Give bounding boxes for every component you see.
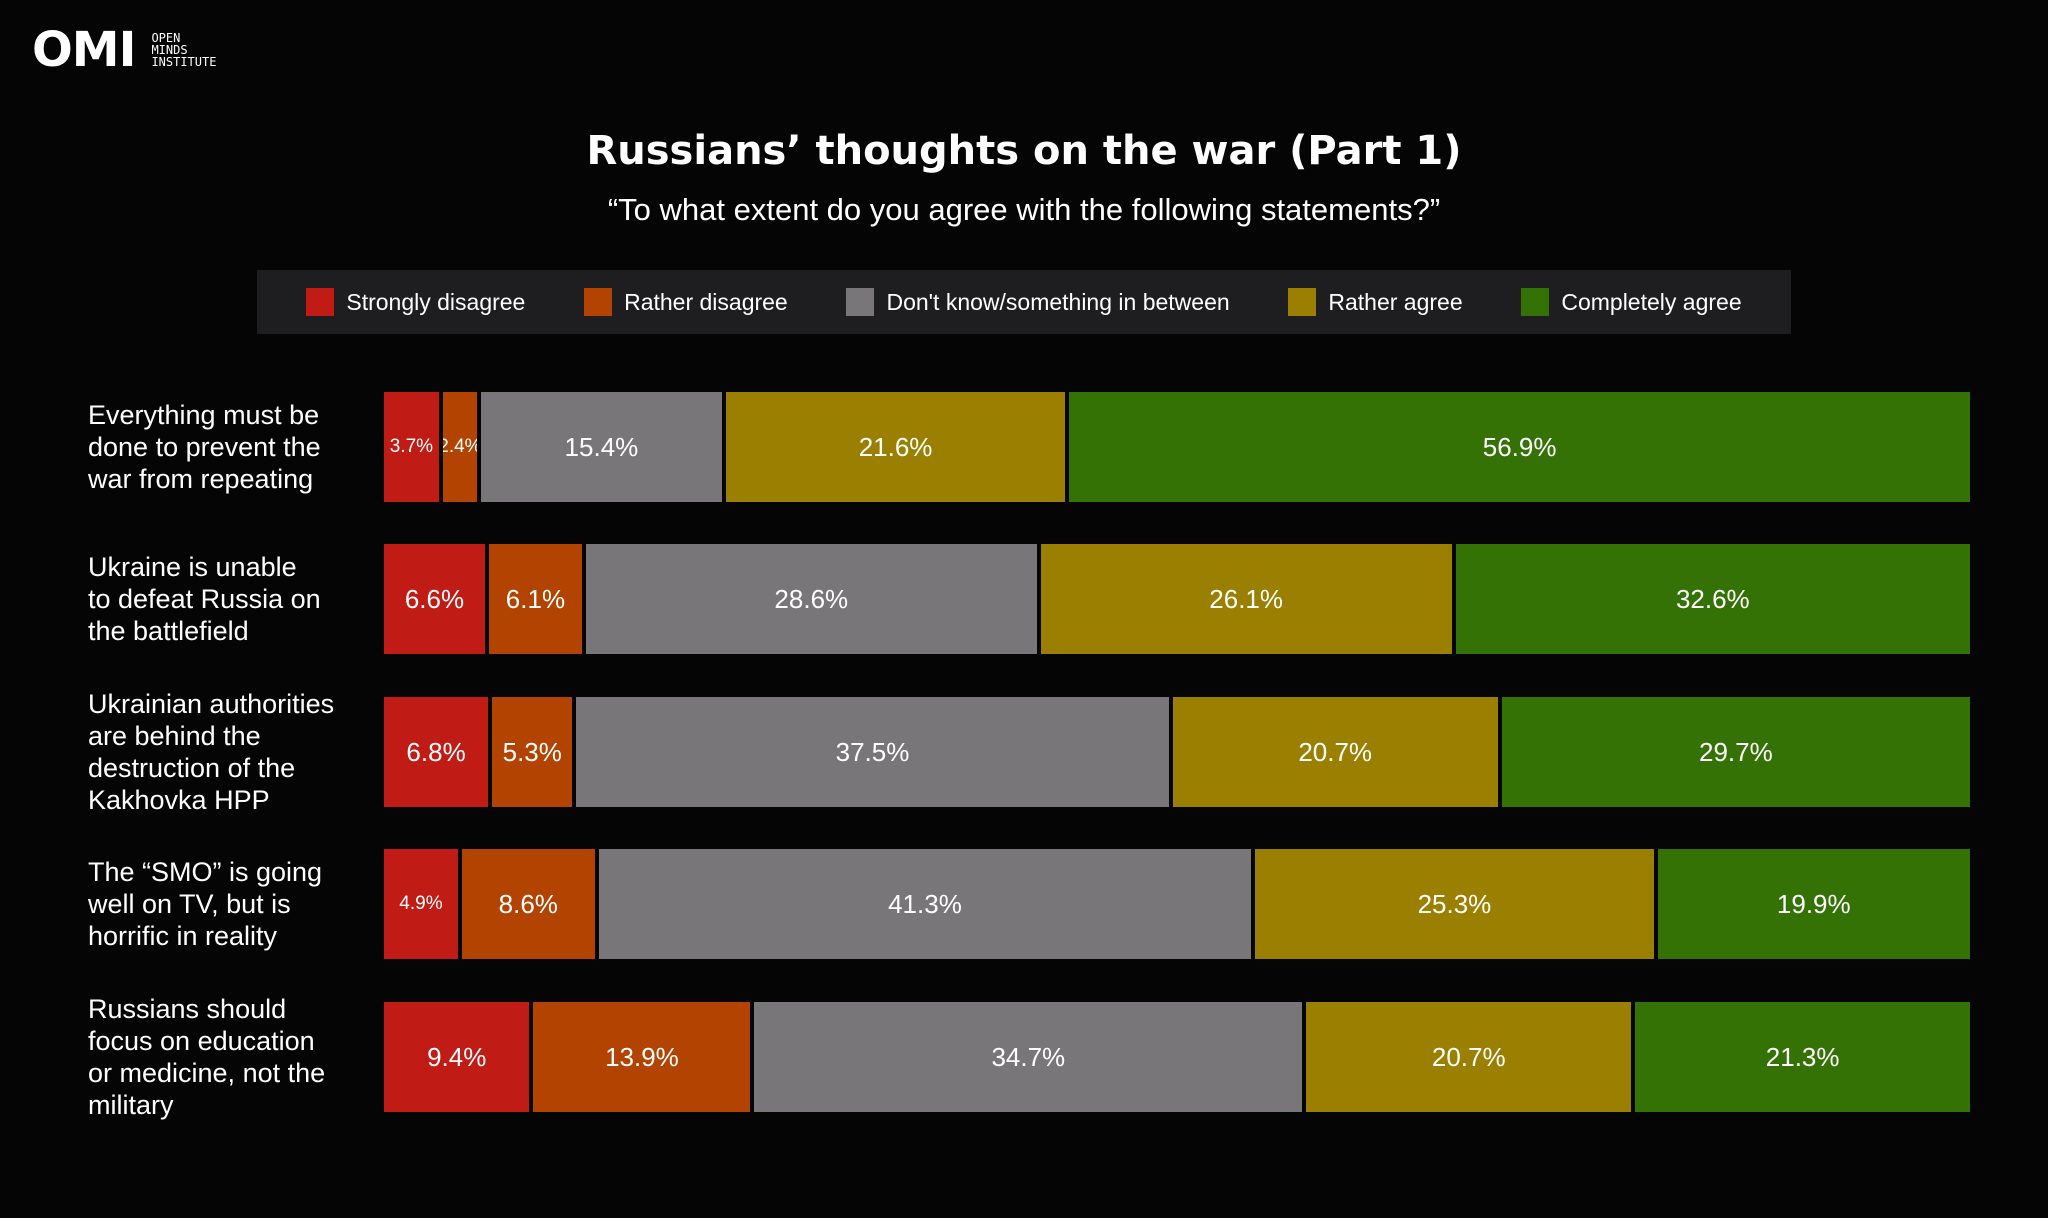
bar-value-label: 21.3%: [1765, 1041, 1840, 1072]
bar-value-label: 20.7%: [1298, 736, 1373, 767]
bar-segment: 8.6%: [461, 849, 595, 959]
bar-segment: 56.9%: [1069, 392, 1970, 502]
logo-line: OPEN: [151, 31, 181, 45]
legend-label: Rather agree: [1328, 288, 1463, 315]
legend-label: Strongly disagree: [346, 288, 526, 315]
bar-segment: 21.6%: [725, 392, 1066, 502]
logo-mark: OMI: [32, 22, 136, 78]
bar-segment: 5.3%: [492, 697, 573, 807]
bar-value-label: 5.3%: [502, 736, 562, 767]
row-label-line: horrific in reality: [88, 921, 278, 951]
bar-value-label: 56.9%: [1482, 431, 1557, 462]
bar-segment: 21.3%: [1635, 1002, 1970, 1112]
row-label-line: Ukraine is unable: [88, 552, 297, 582]
legend-item-dont-know: Don't know/something in between: [846, 288, 1230, 316]
bar-segment: 19.9%: [1657, 849, 1970, 959]
bar-segment: 6.6%: [384, 544, 485, 654]
row-label: The “SMO” is going well on TV, but is horr…: [88, 856, 358, 952]
legend-swatch: [1288, 288, 1317, 316]
bar-segment: 25.3%: [1255, 849, 1654, 959]
bar-value-label: 41.3%: [888, 888, 962, 919]
bar-segment: 20.7%: [1306, 1002, 1632, 1112]
bar-segment: 29.7%: [1501, 697, 1970, 807]
bar-value-label: 37.5%: [835, 736, 910, 767]
bar-value-label: 3.7%: [389, 436, 434, 457]
bar-value-label: 25.3%: [1417, 888, 1492, 919]
row-label-line: Kakhovka HPP: [88, 785, 270, 815]
row-label-line: focus on education: [88, 1026, 315, 1056]
bar-segment: 3.7%: [384, 392, 439, 502]
row-label-line: are behind the: [88, 721, 261, 751]
bar-value-label: 20.7%: [1431, 1041, 1506, 1072]
legend-item-rather-disagree: Rather disagree: [584, 288, 788, 316]
chart-subtitle: “To what extent do you agree with the fo…: [607, 192, 1441, 227]
bar-segment: 15.4%: [480, 392, 722, 502]
bar-value-label: 6.8%: [406, 736, 466, 767]
row-label-line: to defeat Russia on: [88, 584, 321, 614]
bar-value-label: 34.7%: [991, 1041, 1066, 1072]
bar-segment: 26.1%: [1040, 544, 1452, 654]
bar-segment: 6.8%: [384, 697, 489, 807]
bar-segment: 34.7%: [754, 1002, 1303, 1112]
bar-value-label: 26.1%: [1209, 583, 1284, 614]
legend-swatch: [306, 288, 335, 316]
row-label-line: the battlefield: [88, 616, 249, 646]
bar-value-label: 15.4%: [564, 431, 639, 462]
bar-value-label: 9.4%: [427, 1041, 487, 1072]
bar-segment: 37.5%: [576, 697, 1169, 807]
bar-value-label: 28.6%: [774, 583, 849, 614]
bar-segment: 2.4%: [442, 392, 477, 502]
row-label-line: well on TV, but is: [88, 889, 291, 919]
bar-segment: 6.1%: [488, 544, 582, 654]
legend-item-strongly-disagree: Strongly disagree: [306, 288, 525, 316]
row-label-line: destruction of the: [88, 753, 296, 783]
bar-segment: 28.6%: [585, 544, 1037, 654]
logo-text: OPEN MINDS INSTITUTE: [151, 32, 216, 68]
legend-swatch: [1521, 288, 1550, 316]
row-label-line: or medicine, not the: [88, 1058, 326, 1088]
row-label-line: Everything must be: [88, 400, 320, 430]
bar-value-label: 21.6%: [858, 431, 933, 462]
bar-value-label: 6.6%: [404, 583, 465, 614]
bar-segment: 13.9%: [533, 1002, 751, 1112]
row-label-line: Russians should: [88, 994, 287, 1024]
row-label-line: Ukrainian authorities: [88, 689, 335, 719]
bar-value-label: 32.6%: [1675, 583, 1750, 614]
bar-value-label: 29.7%: [1699, 736, 1773, 767]
bar-segment: 4.9%: [384, 849, 458, 959]
legend-item-rather-agree: Rather agree: [1288, 288, 1463, 316]
omi-logo: OMI OPEN MINDS INSTITUTE: [32, 22, 216, 78]
row-label: Ukraine is unable to defeat Russia on the …: [88, 551, 358, 647]
bar-segment: 20.7%: [1172, 697, 1498, 807]
row-label: Everything must be done to prevent the war…: [88, 399, 358, 495]
bar-value-label: 2.4%: [442, 436, 477, 457]
bar-segment: 41.3%: [598, 849, 1252, 959]
legend-label: Completely agree: [1561, 288, 1742, 315]
logo-line: INSTITUTE: [151, 55, 217, 69]
legend-label: Rather disagree: [624, 288, 788, 315]
legend-swatch: [846, 288, 875, 316]
legend-item-completely-agree: Completely agree: [1521, 288, 1742, 316]
bar-value-label: 4.9%: [399, 893, 443, 914]
row-label-line: war from repeating: [88, 464, 314, 494]
logo-line: MINDS: [151, 43, 188, 57]
legend-label: Don't know/something in between: [886, 288, 1230, 315]
bar-value-label: 13.9%: [605, 1041, 679, 1072]
row-label-line: done to prevent the: [88, 432, 321, 462]
bar-value-label: 19.9%: [1776, 888, 1851, 919]
bar-value-label: 8.6%: [498, 888, 558, 919]
bar-segment: 9.4%: [384, 1002, 530, 1112]
row-label-line: military: [88, 1090, 174, 1120]
row-label: Ukrainian authorities are behind the destr…: [88, 688, 358, 816]
bar-value-label: 6.1%: [505, 583, 566, 614]
row-label: Russians should focus on education or medi…: [88, 993, 358, 1121]
bar-segment: 32.6%: [1455, 544, 1970, 654]
row-label-line: The “SMO” is going: [88, 857, 323, 887]
legend: Strongly disagree Rather disagree Don't …: [257, 270, 1791, 334]
chart-title: Russians’ thoughts on the war (Part 1): [586, 128, 1462, 174]
legend-swatch: [584, 288, 613, 316]
